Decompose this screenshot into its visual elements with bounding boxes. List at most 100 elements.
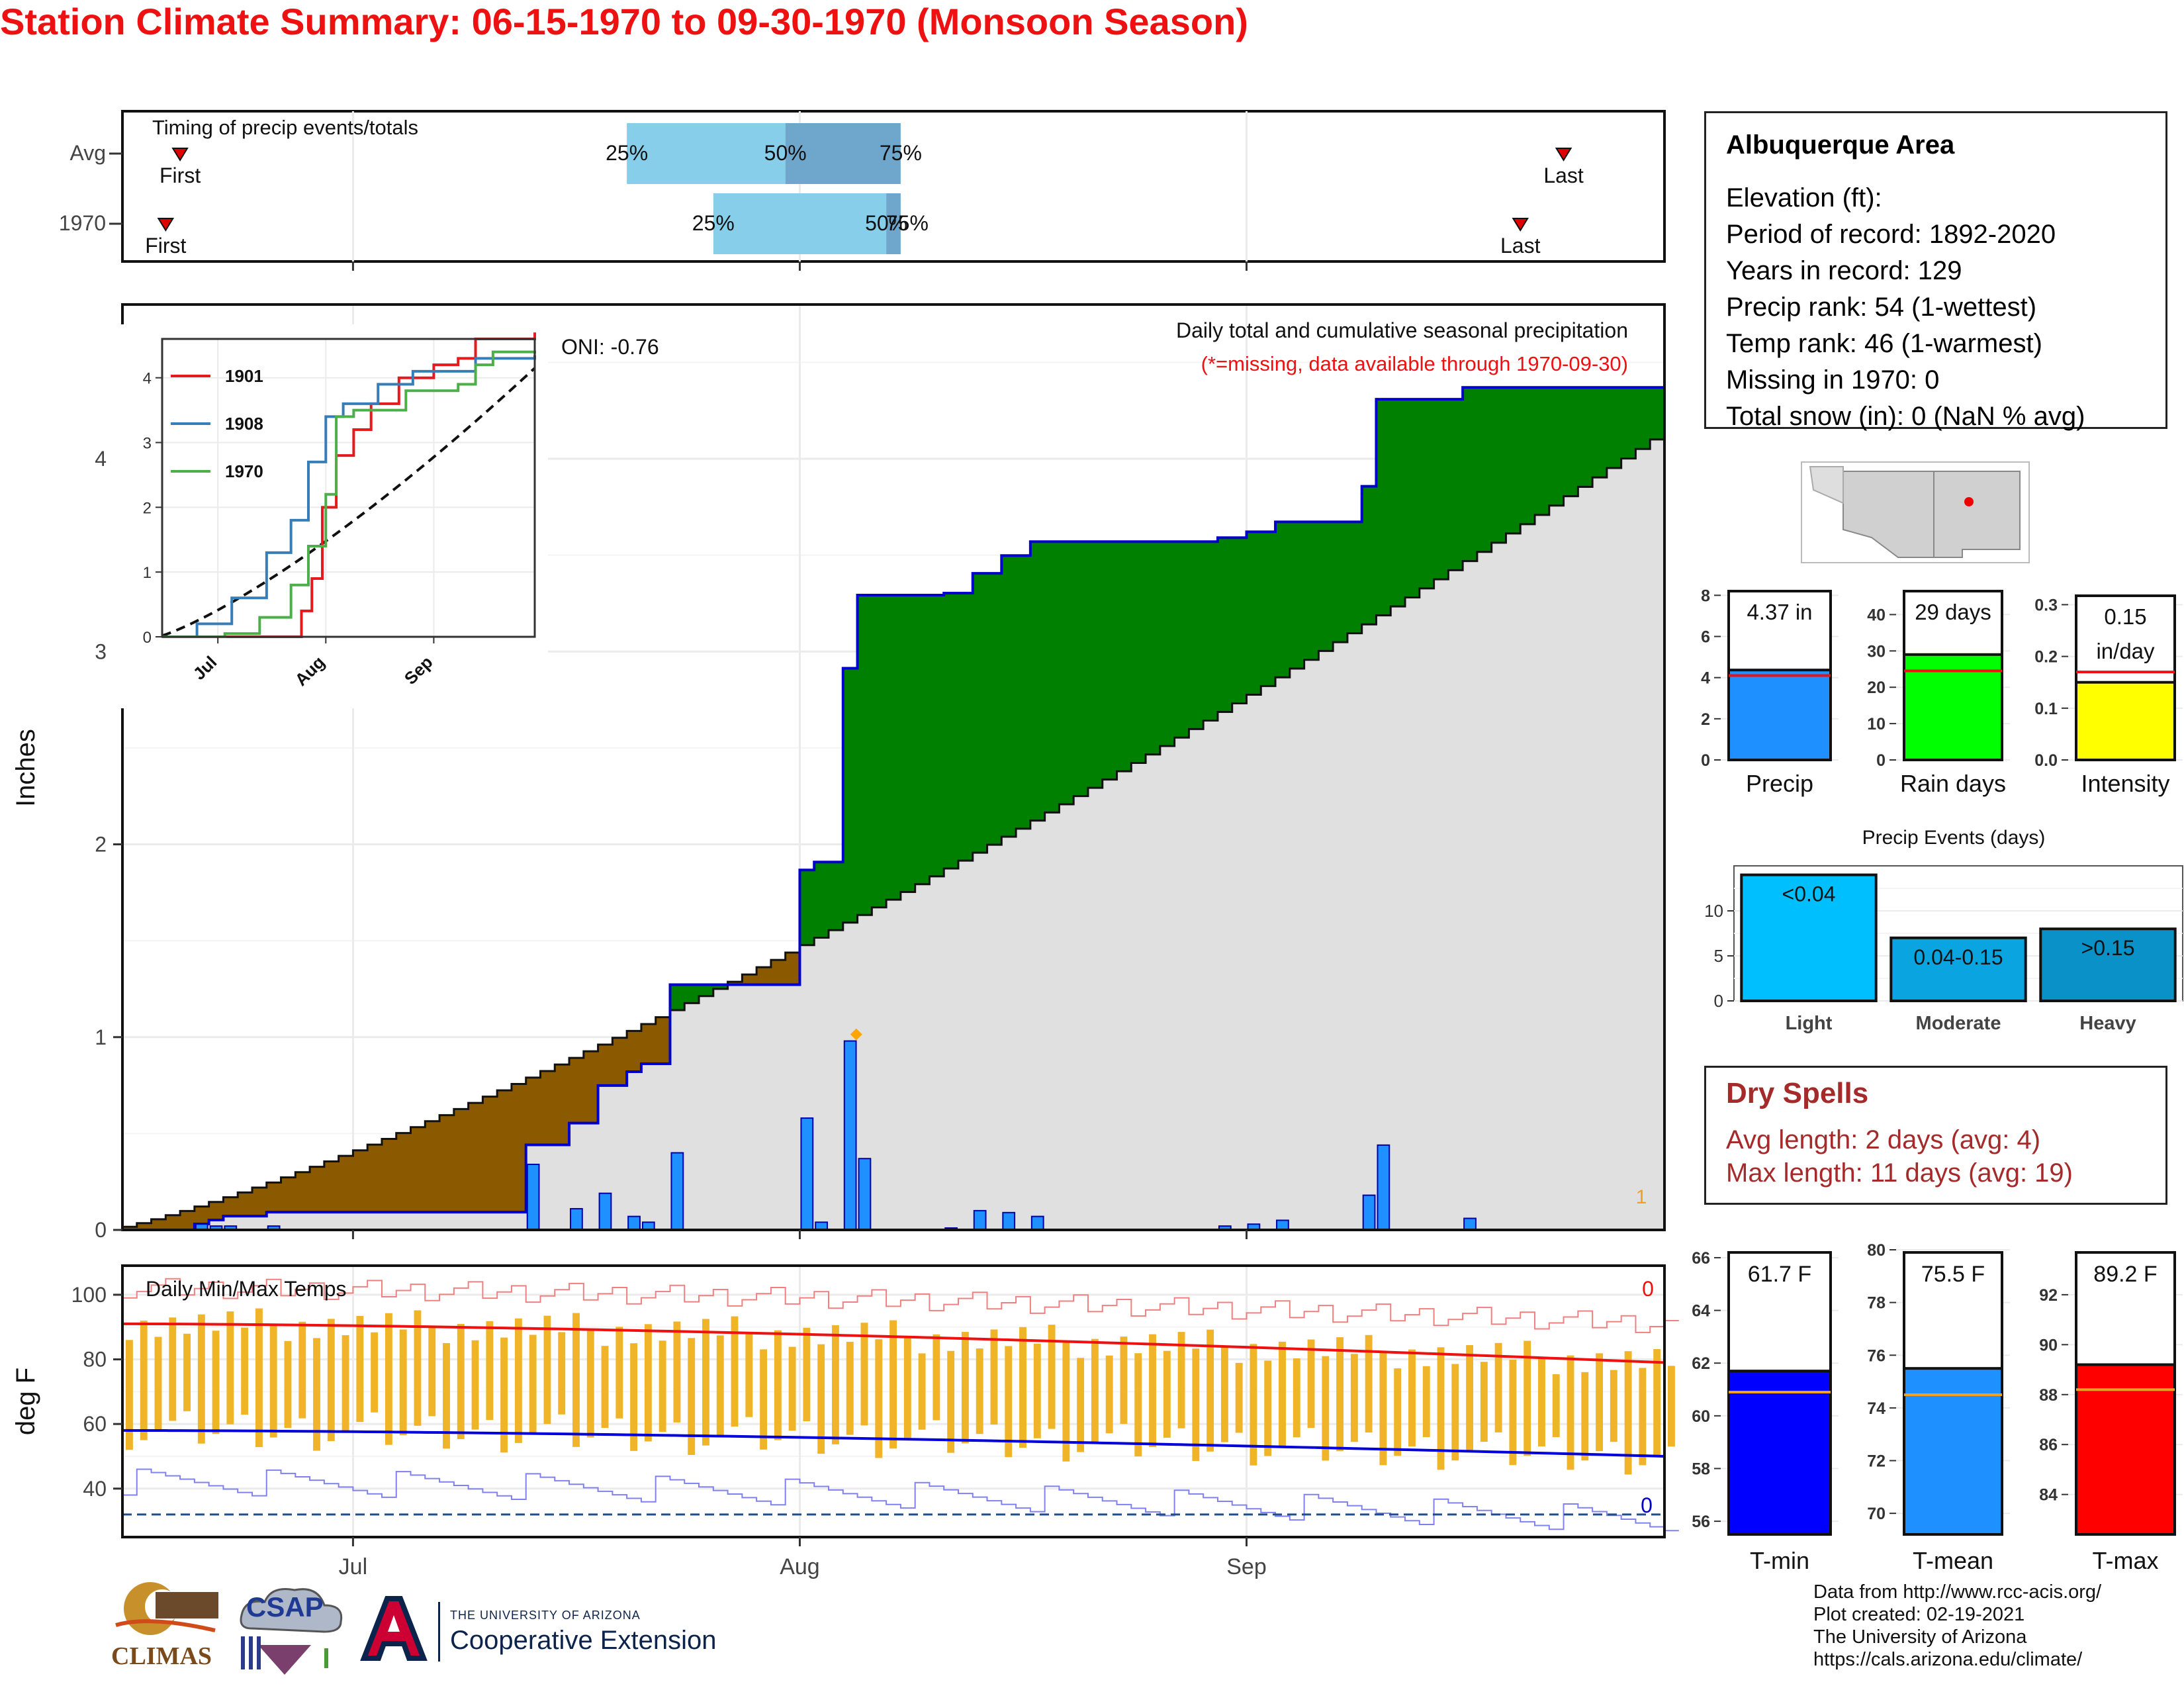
timing-label-75: 75% — [880, 141, 922, 165]
temp-summary-t-mean-y-tick-label: 72 — [1867, 1452, 1886, 1471]
daily-temp-bar — [572, 1313, 580, 1447]
surplus-band — [1491, 387, 1507, 543]
surplus-band — [944, 592, 959, 869]
missing-text: Missing in 1970: 0 — [1726, 365, 1940, 395]
deficit-band — [583, 1051, 599, 1123]
surplus-band — [1174, 541, 1190, 738]
deficit-band — [497, 1090, 512, 1213]
station-location-dot — [1964, 497, 1974, 506]
surplus-band — [929, 594, 944, 876]
temp-summary-t-mean-y-tick-label: 78 — [1867, 1294, 1886, 1313]
temp-summary-t-max-value-bar — [2075, 1363, 2176, 1536]
temp-summary-t-max-y-tick-label: 86 — [2039, 1436, 2058, 1454]
missing-count: 1 — [1636, 1186, 1647, 1208]
timing-last-marker — [1555, 148, 1572, 162]
deficit-band — [641, 1024, 657, 1064]
daily-temp-bar — [1668, 1366, 1675, 1447]
events-y-tick-label: 10 — [1704, 901, 1723, 921]
daily-temp-bar — [1105, 1355, 1113, 1434]
summary-rain-days-y-tick-label: 0 — [1876, 751, 1886, 770]
timing-last-marker — [1512, 218, 1529, 232]
summary-value-label: 0.15 — [2104, 604, 2146, 629]
daily-temp-bar — [226, 1311, 234, 1425]
timing-first-marker — [157, 218, 175, 232]
deficit-band — [151, 1219, 166, 1230]
temp-y-tick-label: 100 — [71, 1283, 107, 1307]
deficit-band — [612, 1037, 627, 1086]
temp-x-tick-label: Aug — [780, 1554, 820, 1579]
daily-precip-bar — [1377, 1144, 1390, 1231]
deficit-band — [180, 1211, 195, 1230]
deficit-band — [396, 1133, 412, 1213]
daily-temp-bar — [1279, 1341, 1286, 1447]
timing-label-50: 50% — [764, 141, 807, 165]
surplus-band — [699, 984, 714, 996]
events-bar-moderate — [1889, 936, 2027, 1003]
events-y-tick-label: 0 — [1714, 991, 1723, 1011]
daily-temp-bar — [716, 1335, 724, 1436]
deficit-band — [555, 1064, 570, 1145]
daily-temp-bar — [644, 1324, 652, 1442]
daily-temp-bar — [1365, 1335, 1373, 1433]
surplus-band — [1203, 541, 1218, 721]
daily-temp-bar — [284, 1340, 292, 1429]
inset-legend-label: 1901 — [225, 366, 263, 386]
record-low-line — [122, 1468, 1679, 1532]
summary-bar-label: Precip — [1746, 770, 1813, 797]
surplus-band — [1563, 387, 1578, 496]
surplus-band — [1217, 538, 1233, 712]
timing-bar-50-75 — [785, 123, 901, 184]
deficit-band — [136, 1223, 152, 1230]
california-edge-shape — [1809, 466, 1844, 504]
surplus-band — [1361, 486, 1377, 625]
temp-summary-t-min: 56 58 60 62 64 66 61.7 F T-min — [1692, 1249, 1839, 1574]
timing-label-25: 25% — [692, 211, 735, 235]
daily-temp-bar — [976, 1348, 983, 1434]
timing-label-75: 75% — [886, 211, 929, 235]
summary-intensity: 0.0 0.1 0.2 0.3 0.15 in/day Intensity — [2034, 589, 2183, 797]
surplus-band — [958, 592, 974, 861]
daily-precip-bar — [843, 1040, 857, 1231]
inset-series-1901 — [162, 332, 536, 638]
surplus-band — [814, 862, 829, 938]
deficit-band — [266, 1182, 282, 1213]
daily-temp-bar — [1653, 1349, 1661, 1456]
daily-temp-bar — [1322, 1356, 1330, 1461]
daily-temp-bar — [154, 1336, 162, 1430]
daily-temp-bar — [1596, 1353, 1604, 1452]
surplus-band — [1116, 541, 1132, 772]
deficit-band — [238, 1192, 253, 1217]
temp-summary-t-max: 84 86 88 90 92 89.2 F T-max — [2039, 1250, 2183, 1574]
temp-summary-t-max-y-tick-label: 84 — [2039, 1486, 2058, 1505]
daily-temp-bar — [1206, 1329, 1214, 1452]
surplus-band — [1376, 399, 1391, 616]
daily-temp-bar — [1494, 1342, 1502, 1432]
daily-temp-bar — [1250, 1344, 1257, 1466]
daily-temp-bar — [356, 1316, 364, 1423]
credit-university: The University of Arizona — [1813, 1626, 2027, 1648]
daily-temp-bar — [471, 1340, 479, 1430]
deficit-band — [525, 1077, 541, 1145]
daily-temp-bar — [1149, 1334, 1156, 1448]
daily-temp-bar — [1466, 1345, 1474, 1452]
surplus-band — [1390, 399, 1406, 607]
summary-value-label-2: in/day — [2096, 639, 2155, 663]
temp-summary-t-mean-y-tick-label: 80 — [1867, 1241, 1886, 1260]
deficit-band — [468, 1103, 483, 1213]
daily-temp-bar — [601, 1346, 609, 1429]
deficit-band — [310, 1166, 325, 1213]
daily-temp-bar — [947, 1350, 955, 1453]
credits: Data from http://www.rcc-acis.org/ Plot … — [1813, 1581, 2101, 1671]
timing-label-50: 50% — [865, 211, 907, 235]
daily-temp-bar — [371, 1332, 379, 1413]
surplus-band — [915, 594, 931, 884]
elevation-text: Elevation (ft): — [1726, 183, 1882, 212]
ua-divider — [438, 1602, 440, 1662]
deficit-band — [122, 1227, 138, 1230]
deficit-band — [367, 1145, 383, 1213]
surplus-band — [1087, 541, 1103, 788]
surplus-band — [1592, 387, 1608, 478]
daily-temp-bar — [1062, 1341, 1070, 1462]
daily-precip-bar — [526, 1163, 540, 1231]
timing-label-25: 25% — [606, 141, 648, 165]
